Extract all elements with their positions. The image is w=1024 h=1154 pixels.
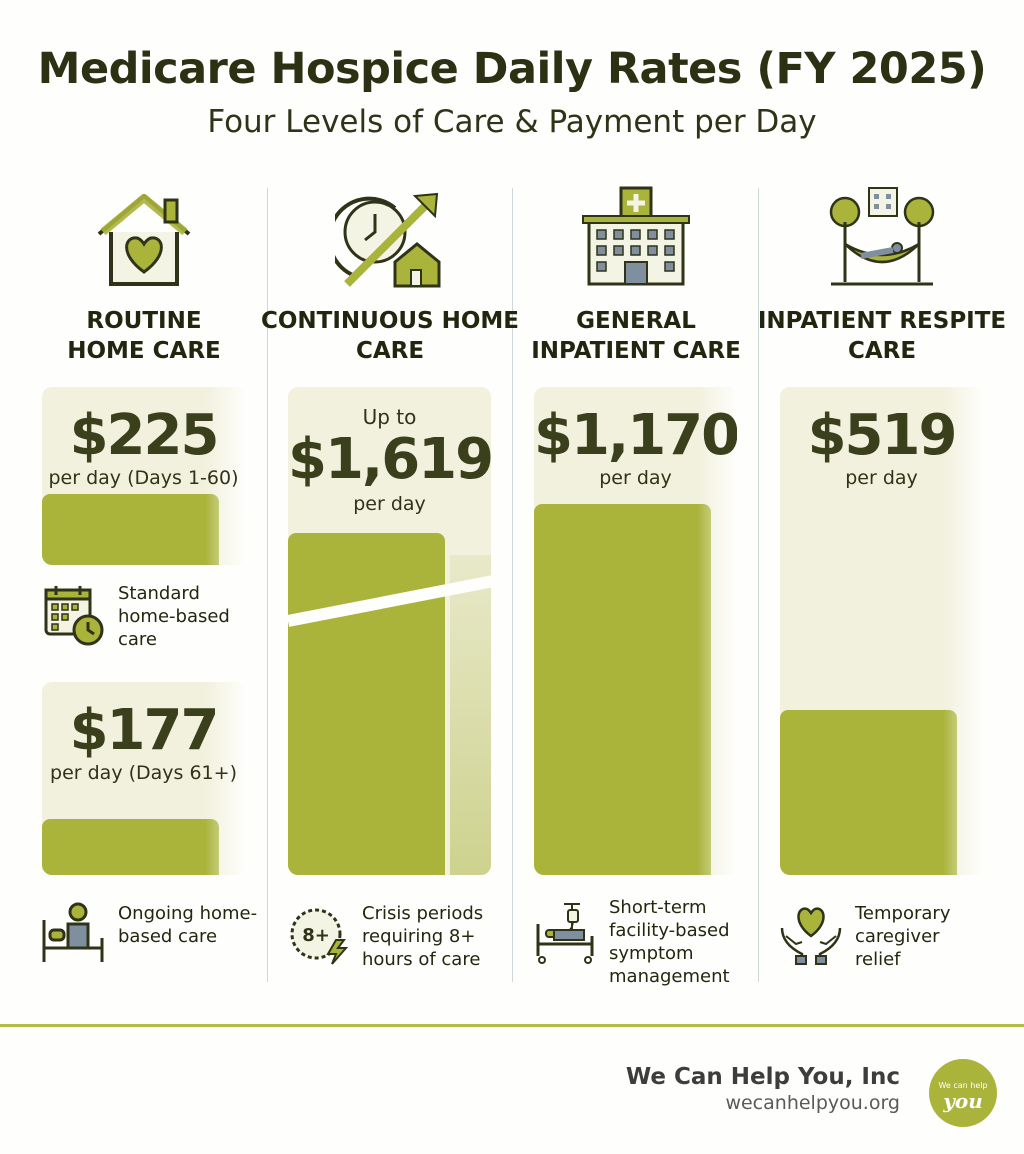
price-card-continuous: Up to $1,619 per day: [288, 387, 491, 875]
description-days-61-plus: Ongoing home-based care: [118, 903, 258, 947]
hospital-building-icon: [582, 186, 690, 286]
rate-bar-continuous: [288, 533, 445, 875]
clock-arrow-house-icon: [335, 192, 441, 288]
bar-shadow-strip: [450, 555, 491, 875]
brand-url[interactable]: wecanhelpyou.org: [725, 1092, 900, 1114]
card-fade: [205, 682, 245, 875]
rate-bar-inpatient-respite: [780, 710, 957, 875]
brand-name: We Can Help You, Inc: [625, 1064, 900, 1090]
rate-bar-days-61-plus: [42, 819, 219, 875]
card-fade: [697, 387, 737, 875]
column-heading: INPATIENT RESPITE CARE: [757, 308, 1007, 364]
price-card-general-inpatient: $1,170 per day: [534, 387, 737, 875]
chart-title: Medicare Hospice Daily Rates (FY 2025): [37, 44, 987, 94]
person-in-bed-icon: [42, 902, 104, 962]
logo-text-bottom: you: [942, 1089, 983, 1113]
price-value: $177: [69, 698, 220, 763]
price-value: $1,170: [534, 403, 737, 468]
price-card-days-61-plus: $177 per day (Days 61+): [42, 682, 245, 875]
price-card-inpatient-respite: $519 per day: [780, 387, 983, 875]
footer-divider: [0, 1024, 1024, 1027]
house-heart-icon: [97, 194, 191, 286]
column-heading: CONTINUOUS HOME CARE: [260, 308, 520, 364]
brand-logo: We can help you: [929, 1059, 997, 1127]
description-days-1-60: Standard home-based care: [118, 583, 230, 650]
price-unit: per day: [599, 467, 672, 489]
price-value: $519: [807, 403, 958, 468]
description-continuous: Crisis periods requiring 8+ hours of car…: [362, 903, 484, 970]
8-plus-hours-icon: 8+: [290, 908, 349, 965]
calendar-clock-icon: [44, 586, 104, 646]
badge-text: 8+: [302, 925, 330, 946]
price-card-days-1-60: $225 per day (Days 1-60): [42, 387, 245, 565]
price-prefix: Up to: [362, 405, 417, 429]
price-value: $225: [69, 403, 220, 468]
column-divider: [267, 188, 268, 982]
card-fade: [205, 387, 245, 565]
description-general-inpatient: Short-term facility-based symptom manage…: [609, 897, 730, 987]
card-fade: [943, 387, 983, 875]
price-unit: per day (Days 1-60): [48, 467, 239, 489]
rate-bar-general-inpatient: [534, 504, 711, 875]
price-unit: per day: [353, 493, 426, 515]
hammock-trees-icon: [829, 187, 935, 286]
price-value: $1,619: [288, 427, 491, 492]
chart-subtitle: Four Levels of Care & Payment per Day: [207, 104, 817, 140]
column-heading: GENERAL INPATIENT CARE: [531, 308, 741, 364]
price-unit: per day: [845, 467, 918, 489]
column-divider: [758, 188, 759, 982]
logo-text-top: We can help: [938, 1081, 987, 1090]
description-inpatient-respite: Temporary caregiver relief: [855, 903, 951, 970]
column-heading: ROUTINE HOME CARE: [67, 308, 221, 364]
hands-heart-icon: [780, 907, 842, 965]
rate-bar-days-1-60: [42, 494, 219, 565]
column-divider: [512, 188, 513, 982]
price-unit: per day (Days 61+): [50, 762, 237, 784]
hospital-bed-iv-icon: [536, 903, 594, 964]
